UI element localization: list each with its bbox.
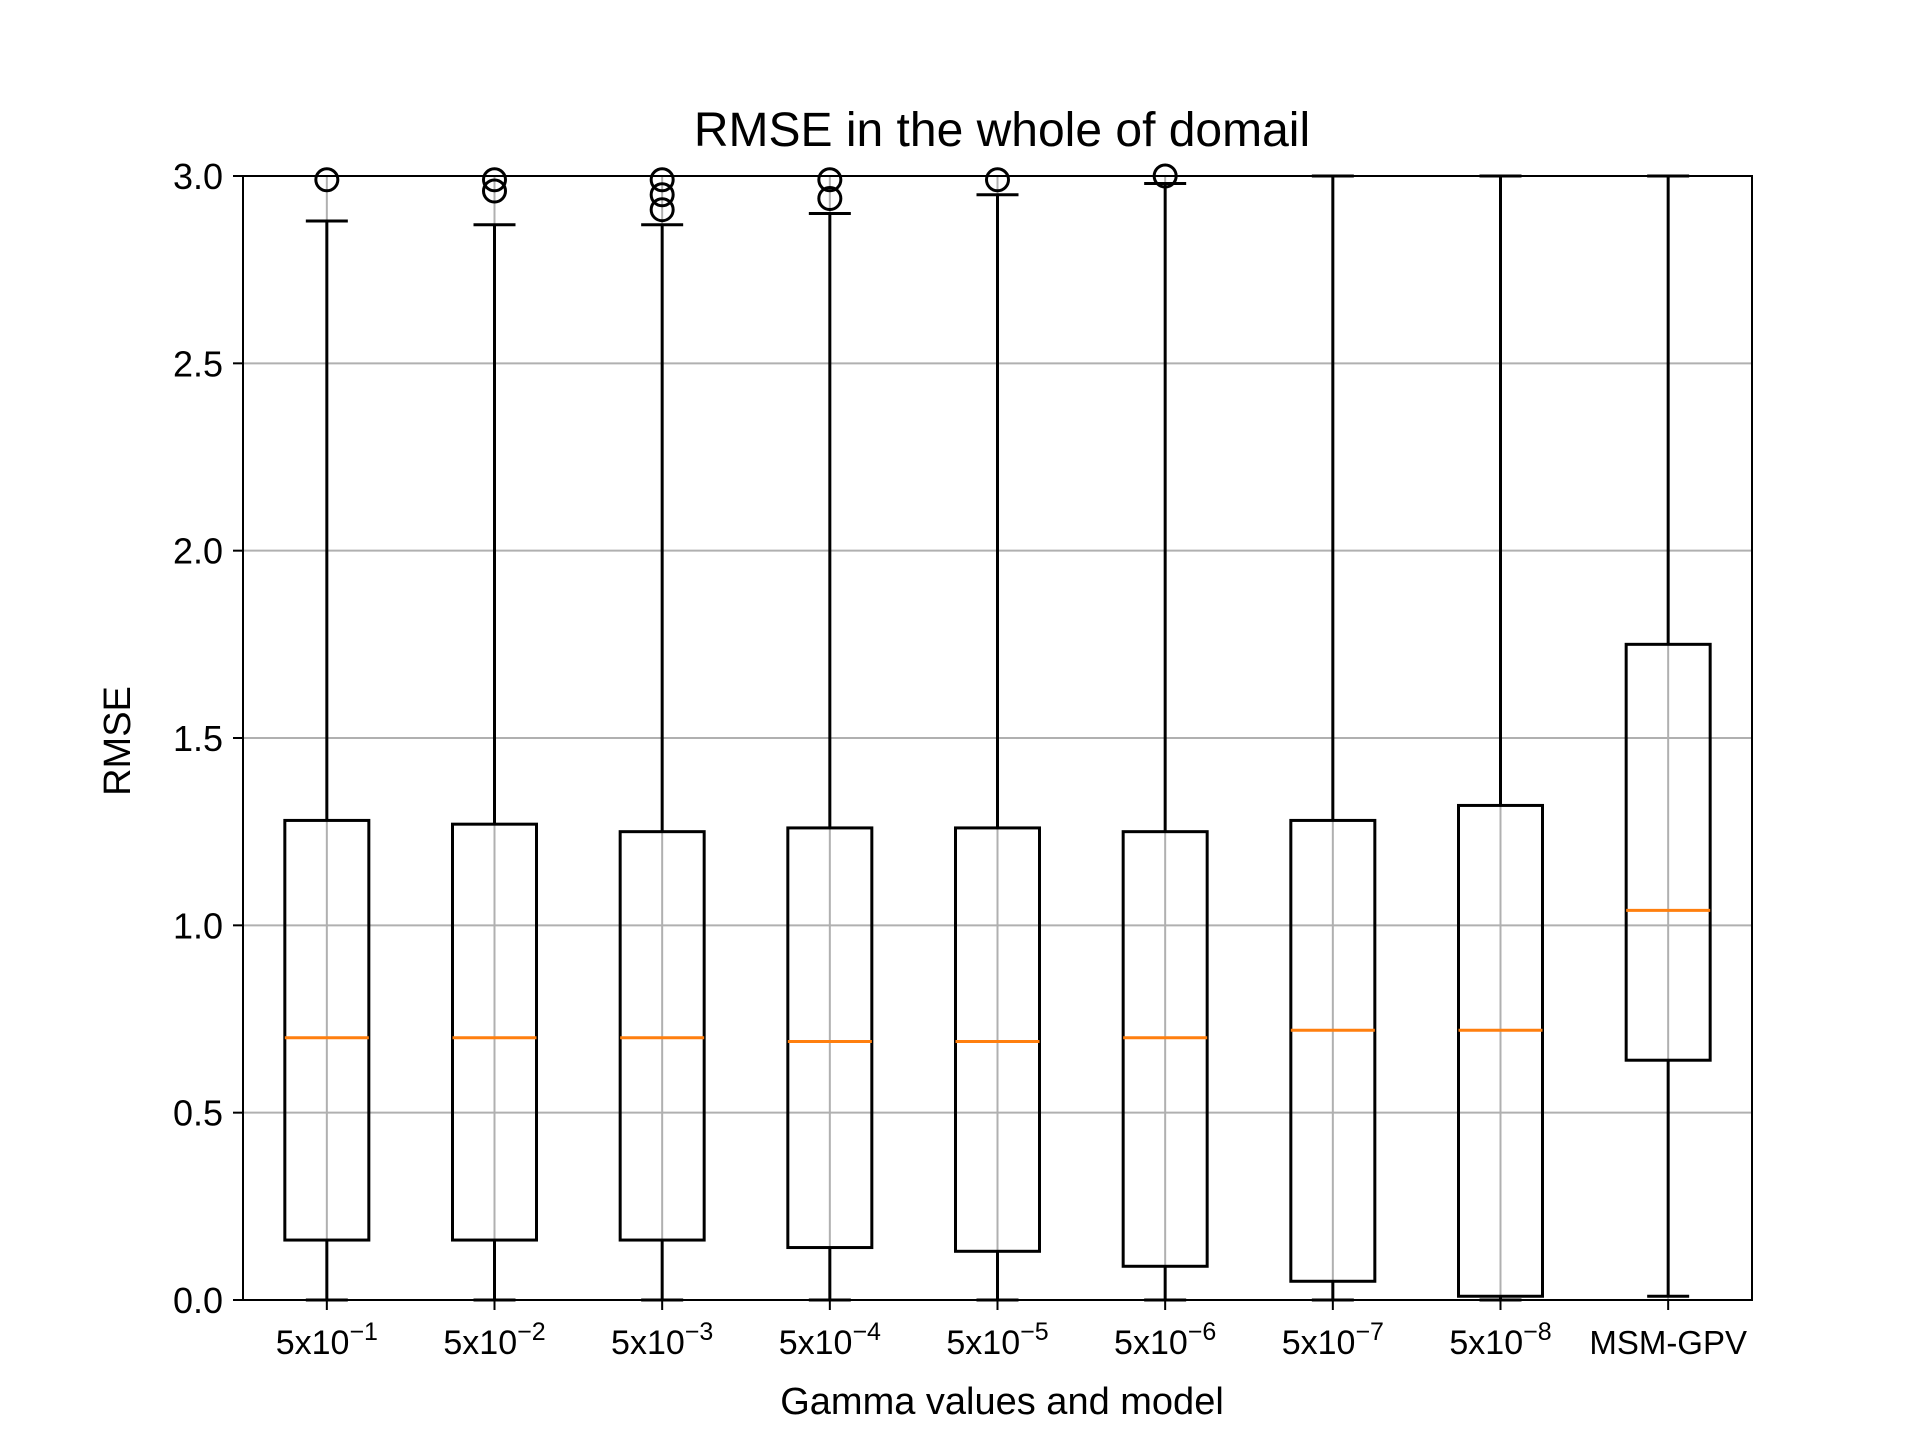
- x-tick-label: 5x10−4: [779, 1318, 881, 1362]
- outlier-point: [649, 197, 675, 223]
- x-tick-label-exponent: −6: [1188, 1318, 1217, 1346]
- outlier-point: [482, 167, 507, 193]
- y-tick-label: 3.0: [173, 156, 223, 197]
- y-axis-label: RMSE: [97, 686, 139, 796]
- x-tick-label-base: MSM-GPV: [1589, 1324, 1747, 1361]
- x-tick-label: 5x10−2: [443, 1318, 545, 1362]
- outlier-point: [817, 167, 843, 193]
- x-tick-label: MSM-GPV: [1589, 1324, 1747, 1361]
- x-tick-label-exponent: −1: [349, 1318, 378, 1346]
- x-tick-label-exponent: −5: [1020, 1318, 1049, 1346]
- box-layer: [283, 163, 1712, 1302]
- y-tick-label: 2.5: [173, 343, 223, 384]
- x-tick-label-exponent: −4: [852, 1318, 881, 1346]
- x-tick-label-exponent: −3: [685, 1318, 714, 1346]
- x-tick-label: 5x10−8: [1449, 1318, 1551, 1362]
- y-tick-label: 1.0: [173, 905, 223, 946]
- outlier-point: [817, 185, 843, 211]
- iqr-box: [1457, 803, 1544, 1298]
- x-tick-label: 5x10−5: [946, 1318, 1048, 1362]
- iqr-box: [1289, 818, 1377, 1283]
- x-tick-label-base: 5x10: [1449, 1324, 1523, 1362]
- chart-title: RMSE in the whole of domail: [694, 104, 1310, 157]
- outlier-point: [649, 182, 675, 208]
- x-tick-label: 5x10−3: [611, 1318, 713, 1362]
- iqr-box: [1624, 642, 1712, 1062]
- x-tick-label: 5x10−6: [1114, 1318, 1216, 1362]
- x-tick-label-exponent: −7: [1355, 1318, 1384, 1346]
- outlier-point: [985, 167, 1010, 193]
- x-tick-label-exponent: −2: [517, 1318, 546, 1346]
- x-tick-label-base: 5x10: [611, 1324, 685, 1362]
- y-tick-label: 1.5: [173, 718, 223, 759]
- x-tick-label-base: 5x10: [1282, 1324, 1356, 1362]
- iqr-box: [786, 826, 874, 1250]
- outlier-point: [314, 167, 340, 193]
- outlier-point: [482, 178, 507, 204]
- iqr-box: [1121, 830, 1209, 1268]
- x-tick-label-base: 5x10: [1114, 1324, 1188, 1362]
- x-tick-label-base: 5x10: [946, 1324, 1020, 1362]
- iqr-box: [618, 830, 706, 1242]
- x-tick-label-base: 5x10: [779, 1324, 853, 1362]
- x-axis-label: Gamma values and model: [780, 1381, 1224, 1423]
- y-tick-label: 0.5: [173, 1093, 223, 1134]
- y-tick-label: 0.0: [173, 1280, 223, 1321]
- iqr-box: [451, 822, 538, 1242]
- x-tick-label-exponent: −8: [1523, 1318, 1552, 1346]
- iqr-box: [954, 826, 1041, 1253]
- iqr-box: [283, 818, 371, 1242]
- x-tick-label: 5x10−1: [276, 1318, 378, 1362]
- outlier-point: [649, 167, 675, 193]
- y-tick-label: 2.0: [173, 531, 223, 572]
- x-tick-label-base: 5x10: [443, 1324, 517, 1362]
- x-tick-label: 5x10−7: [1282, 1318, 1384, 1362]
- x-tick-label-base: 5x10: [276, 1324, 350, 1362]
